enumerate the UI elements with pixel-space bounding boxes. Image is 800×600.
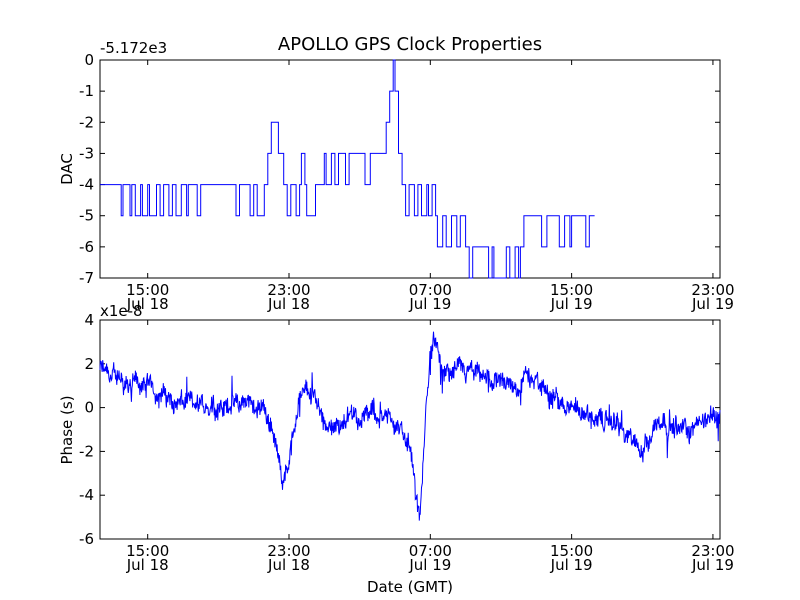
dac-offset-label: -5.172e3 [100, 39, 167, 57]
phase-xtick-date-label: Jul 19 [408, 556, 451, 574]
dac-xtick-date-label: Jul 19 [550, 295, 593, 313]
dac-ytick-label: -2 [79, 113, 94, 131]
phase-series-line [99, 331, 721, 521]
phase-xlabel: Date (GMT) [367, 578, 453, 596]
dac-plot-frame [99, 59, 721, 279]
phase-ytick-label: 0 [84, 399, 94, 417]
phase-ytick-label: -2 [79, 442, 94, 460]
dac-ytick-label: 0 [84, 51, 94, 69]
phase-xtick-time-label: 15:00 [126, 542, 169, 560]
phase-xtick-date-label: Jul 19 [550, 556, 593, 574]
dac-xtick-time-label: 15:00 [126, 281, 169, 299]
phase-ytick-label: 2 [84, 355, 94, 373]
phase-xtick-date-label: Jul 19 [691, 556, 734, 574]
dac-xtick-date-label: Jul 19 [691, 295, 734, 313]
dac-y-axis: 0 -1 -2 -3 -4 -5 -6 -7 [79, 51, 720, 287]
phase-xtick-time-label: 23:00 [691, 542, 734, 560]
dac-xtick-time-label: 15:00 [550, 281, 593, 299]
dac-xtick-time-label: 23:00 [691, 281, 734, 299]
phase-y-axis: 4 2 0 -2 -4 -6 [79, 311, 720, 548]
phase-ytick-label: 4 [84, 311, 94, 329]
phase-ytick-label: -6 [79, 530, 94, 548]
phase-ytick-label: -4 [79, 486, 94, 504]
phase-xtick-date-label: Jul 18 [267, 556, 310, 574]
dac-xtick-date-label: Jul 18 [267, 295, 310, 313]
chart-title: APOLLO GPS Clock Properties [278, 34, 542, 55]
phase-ylabel: Phase (s) [58, 395, 76, 464]
dac-xtick-time-label: 07:00 [409, 281, 452, 299]
dac-ytick-label: -6 [79, 238, 94, 256]
dac-ylabel: DAC [58, 153, 76, 185]
dac-xtick-date-label: Jul 18 [126, 295, 169, 313]
dac-ytick-label: -4 [79, 176, 94, 194]
phase-plot-frame [99, 319, 721, 540]
dac-ytick-label: -5 [79, 207, 94, 225]
phase-xtick-time-label: 15:00 [550, 542, 593, 560]
dac-xtick-date-label: Jul 19 [408, 295, 451, 313]
dac-ytick-label: -3 [79, 144, 94, 162]
dac-ytick-label: -1 [79, 82, 94, 100]
dac-xtick-time-label: 23:00 [267, 281, 310, 299]
dac-series-line [100, 59, 595, 279]
phase-xtick-time-label: 23:00 [267, 542, 310, 560]
phase-offset-label: x1e-8 [100, 302, 143, 320]
phase-xtick-date-label: Jul 18 [126, 556, 169, 574]
dac-ytick-label: -7 [79, 269, 94, 287]
phase-xtick-time-label: 07:00 [409, 542, 452, 560]
